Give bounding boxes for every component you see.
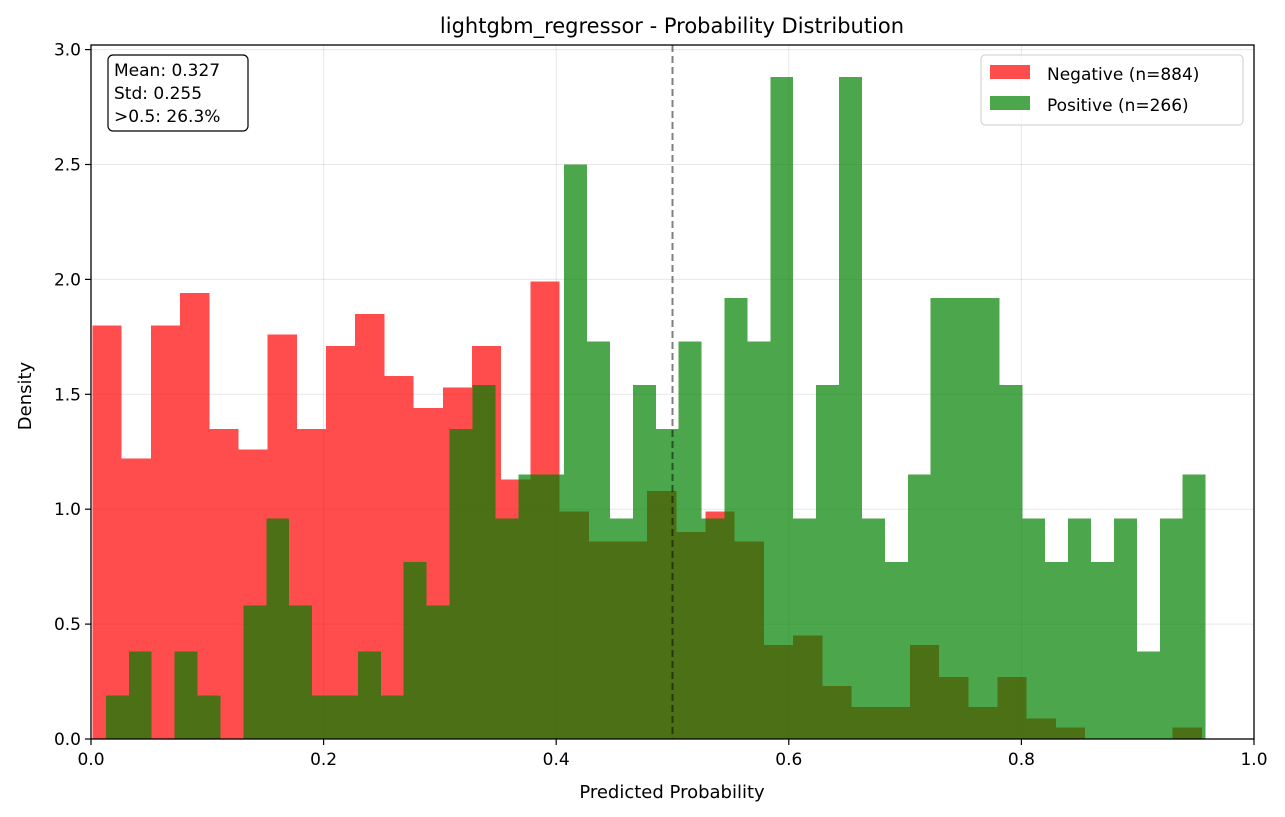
bar-positive — [541, 474, 565, 739]
bar-positive — [1068, 518, 1092, 739]
y-tick-label: 3.0 — [54, 41, 81, 61]
bar-positive — [1091, 562, 1114, 739]
legend-swatch-negative — [990, 65, 1030, 79]
legend-swatch-positive — [990, 96, 1030, 110]
bar-positive — [884, 562, 908, 739]
bar-positive — [403, 562, 427, 739]
bar-positive — [380, 695, 404, 739]
bar-positive — [1136, 651, 1160, 739]
bar-positive — [632, 385, 656, 739]
bar-positive — [449, 428, 473, 739]
bar-positive — [655, 428, 679, 739]
histogram-bars — [92, 77, 1206, 740]
x-axis-label: Predicted Probability — [579, 782, 765, 803]
bar-positive — [701, 518, 725, 739]
bar-positive — [678, 341, 702, 739]
legend: Negative (n=884) Positive (n=266) — [980, 54, 1244, 126]
bar-positive — [1045, 562, 1069, 739]
y-tick-label: 1.5 — [54, 385, 81, 405]
legend-label-positive: Positive (n=266) — [1047, 96, 1189, 116]
bar-positive — [357, 651, 381, 739]
bar-positive — [426, 605, 450, 739]
axis-ticks: 0.0 0.2 0.4 0.6 0.8 1.0 0.0 0.5 1.0 1.5 2.0 2.5 3.0 — [54, 41, 1268, 770]
x-tick-label: 0.0 — [77, 750, 104, 770]
stats-mean: Mean: 0.327 — [114, 61, 220, 81]
x-tick-label: 1.0 — [1240, 750, 1267, 770]
x-tick-label: 0.6 — [775, 750, 802, 770]
bar-positive — [128, 651, 152, 739]
bar-positive — [953, 297, 977, 739]
bar-positive — [907, 474, 931, 739]
legend-label-negative: Negative (n=884) — [1047, 65, 1199, 85]
stats-box: Mean: 0.327 Std: 0.255 >0.5: 26.3% — [107, 54, 249, 132]
chart-title: lightgbm_regressor - Probability Distrib… — [440, 14, 904, 39]
y-tick-label: 0.5 — [54, 615, 81, 635]
bar-positive — [1159, 518, 1183, 739]
y-tick-label: 1.0 — [54, 500, 81, 520]
x-tick-label: 0.8 — [1008, 750, 1035, 770]
bar-positive — [1182, 474, 1206, 739]
bar-positive — [930, 297, 954, 739]
bar-positive — [243, 605, 267, 739]
bar-positive — [816, 385, 840, 739]
bar-positive — [724, 297, 748, 739]
bar-positive — [839, 77, 862, 740]
bar-positive — [266, 518, 290, 739]
stats-above-threshold: >0.5: 26.3% — [114, 107, 220, 127]
stats-std: Std: 0.255 — [114, 84, 202, 104]
bar-positive — [312, 695, 335, 739]
x-tick-label: 0.4 — [543, 750, 570, 770]
bar-positive — [289, 605, 313, 739]
y-tick-label: 0.0 — [54, 730, 81, 750]
bar-positive — [564, 164, 588, 739]
bar-positive — [472, 385, 496, 739]
bar-negative — [92, 325, 122, 739]
bar-positive — [747, 341, 771, 739]
bar-negative — [209, 428, 239, 739]
bar-positive — [976, 297, 1000, 739]
bar-positive — [770, 77, 794, 740]
bar-positive — [1113, 518, 1137, 739]
bar-positive — [334, 695, 358, 739]
plot-frame — [90, 44, 1255, 740]
y-tick-label: 2.0 — [54, 270, 81, 290]
bar-positive — [105, 695, 129, 739]
bar-positive — [861, 518, 885, 739]
bar-positive — [518, 474, 542, 739]
bar-negative — [326, 346, 356, 739]
bar-positive — [609, 518, 633, 739]
bar-positive — [174, 651, 198, 739]
bar-positive — [793, 518, 817, 739]
bar-positive — [999, 385, 1023, 739]
bar-positive — [587, 341, 610, 739]
y-axis-label: Density — [15, 361, 36, 430]
bar-positive — [1022, 518, 1046, 739]
x-tick-label: 0.2 — [310, 750, 337, 770]
y-tick-label: 2.5 — [54, 155, 81, 175]
bar-positive — [495, 518, 519, 739]
bar-positive — [197, 695, 221, 739]
